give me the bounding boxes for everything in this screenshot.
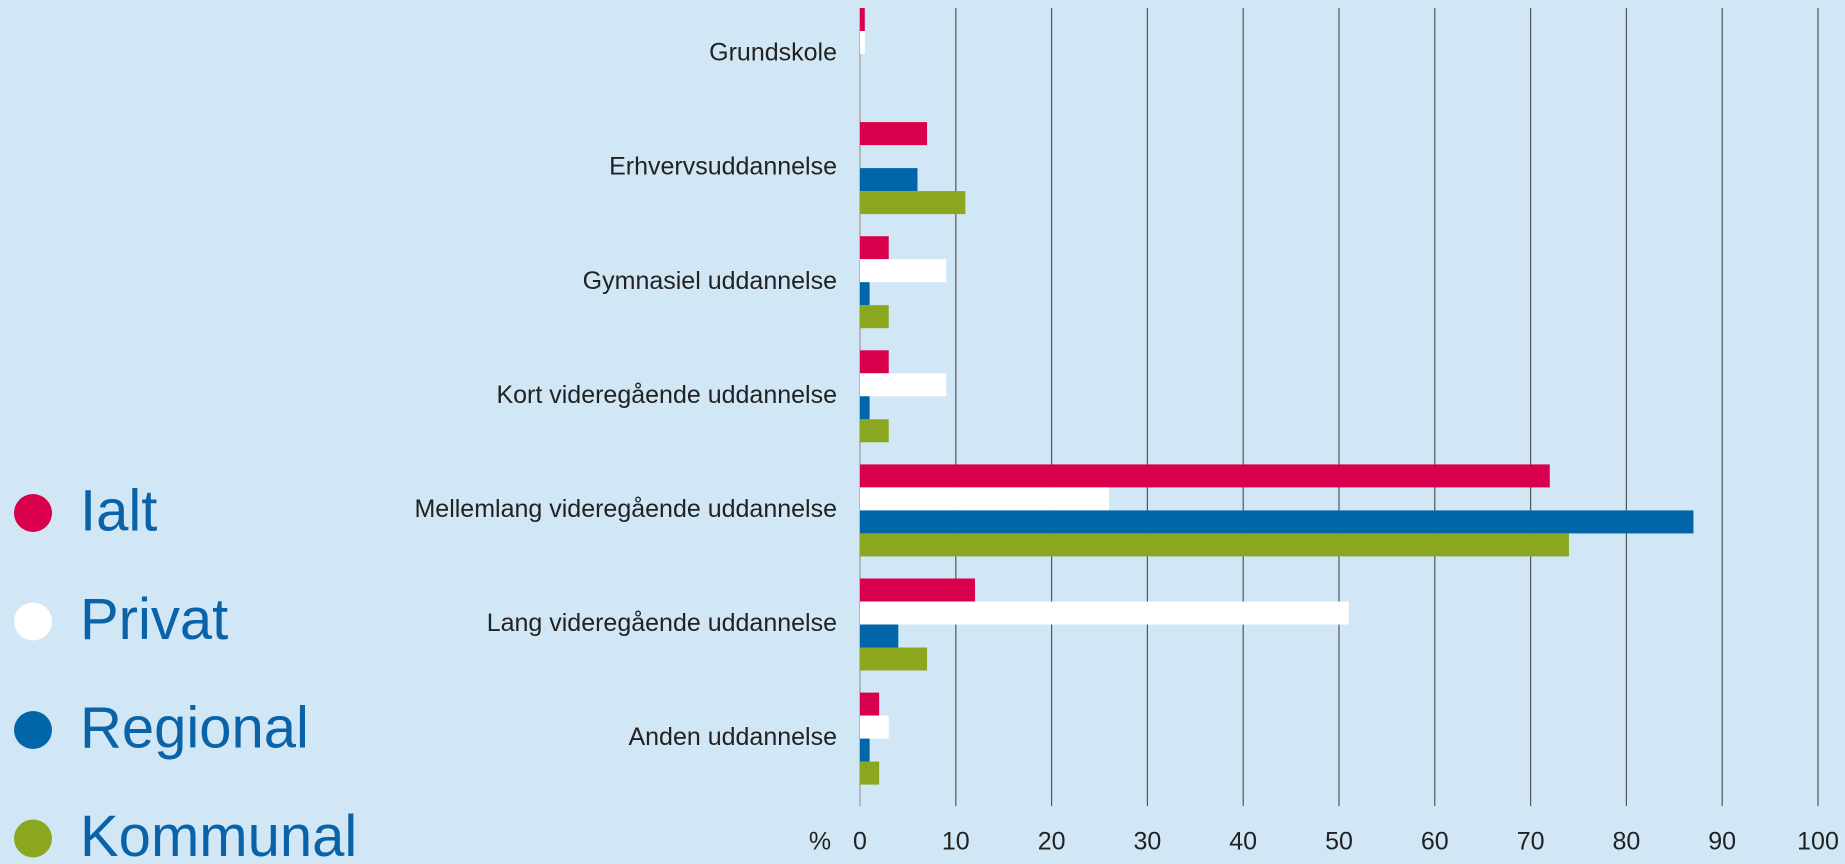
bar xyxy=(860,738,870,762)
bar xyxy=(860,487,1110,511)
x-tick-label: 0 xyxy=(853,828,867,856)
legend-label: Ialt xyxy=(80,478,157,543)
x-tick-label: 10 xyxy=(942,828,970,856)
legend-label: Kommunal xyxy=(80,804,357,864)
bar xyxy=(860,464,1550,488)
bar xyxy=(860,259,947,283)
x-tick-label: 20 xyxy=(1038,828,1066,856)
x-tick-label: 90 xyxy=(1708,828,1736,856)
x-tick-label: 80 xyxy=(1612,828,1640,856)
bar xyxy=(860,168,918,192)
y-tick-label: Erhvervsuddannelse xyxy=(609,153,837,181)
bar xyxy=(860,122,928,146)
y-tick-label: Mellemlang videregående uddannelse xyxy=(414,495,837,523)
y-tick-label: Kort videregående uddannelse xyxy=(496,381,837,409)
y-tick-label: Anden uddannelse xyxy=(628,723,837,751)
bar xyxy=(860,31,865,54)
x-tick-label: 100 xyxy=(1797,828,1839,856)
legend-marker xyxy=(14,711,52,749)
x-tick-label: 50 xyxy=(1325,828,1353,856)
x-axis-label: % xyxy=(809,828,831,856)
y-tick-label: Grundskole xyxy=(709,39,837,67)
bar xyxy=(860,350,889,374)
legend-label: Privat xyxy=(80,587,228,652)
y-tick-label: Gymnasiel uddannelse xyxy=(583,267,837,295)
bar xyxy=(860,715,889,739)
legend-marker xyxy=(14,602,52,641)
bar xyxy=(860,419,889,443)
bar xyxy=(860,601,1349,625)
bar xyxy=(860,396,870,420)
bar xyxy=(860,510,1694,534)
legend-label: Regional xyxy=(80,695,309,760)
x-tick-label: 60 xyxy=(1421,828,1449,856)
bar xyxy=(860,236,889,260)
bar xyxy=(860,282,870,306)
x-tick-label: 40 xyxy=(1229,828,1257,856)
legend-marker xyxy=(14,819,52,858)
bar xyxy=(860,578,975,602)
bar xyxy=(860,8,865,31)
bar xyxy=(860,761,880,785)
y-tick-label: Lang videregående uddannelse xyxy=(487,609,837,637)
bar xyxy=(860,692,880,716)
bar xyxy=(860,305,889,329)
bar xyxy=(860,624,899,648)
x-tick-label: 30 xyxy=(1133,828,1161,856)
bar xyxy=(860,533,1569,557)
bar xyxy=(860,191,966,215)
legend-marker xyxy=(14,494,52,532)
bar xyxy=(860,647,928,671)
x-tick-label: 70 xyxy=(1517,828,1545,856)
bar xyxy=(860,373,947,397)
